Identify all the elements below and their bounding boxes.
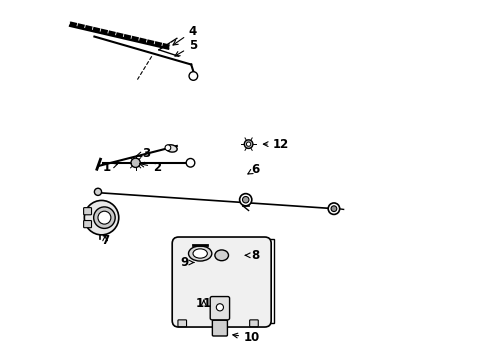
Ellipse shape [215,250,228,261]
Text: 4: 4 [173,25,197,45]
Ellipse shape [193,249,207,258]
FancyBboxPatch shape [178,320,187,327]
Text: 11: 11 [196,297,212,310]
Text: 9: 9 [180,256,194,269]
Circle shape [243,197,249,203]
Text: 7: 7 [101,234,109,247]
Circle shape [94,207,115,228]
FancyBboxPatch shape [84,208,92,215]
Circle shape [165,145,171,150]
Circle shape [216,304,223,311]
FancyBboxPatch shape [84,221,92,228]
Text: 5: 5 [175,39,197,56]
Circle shape [98,211,111,224]
FancyBboxPatch shape [250,320,258,327]
FancyBboxPatch shape [210,297,230,320]
Text: 3: 3 [137,147,150,159]
Circle shape [246,142,251,146]
Ellipse shape [166,145,177,152]
Circle shape [84,201,119,235]
Circle shape [328,203,340,215]
FancyBboxPatch shape [212,320,227,336]
Circle shape [95,188,101,195]
Text: 1: 1 [103,161,118,174]
Circle shape [331,206,337,212]
Text: 2: 2 [140,161,161,174]
Circle shape [245,140,253,148]
Ellipse shape [189,246,212,261]
Text: 12: 12 [263,138,289,150]
Circle shape [240,194,252,206]
Text: 8: 8 [245,249,260,262]
FancyBboxPatch shape [172,237,271,327]
Text: 10: 10 [233,331,260,344]
Bar [175,239,274,323]
Circle shape [186,158,195,167]
Circle shape [131,158,140,167]
Text: 6: 6 [248,163,260,176]
Circle shape [189,72,197,80]
